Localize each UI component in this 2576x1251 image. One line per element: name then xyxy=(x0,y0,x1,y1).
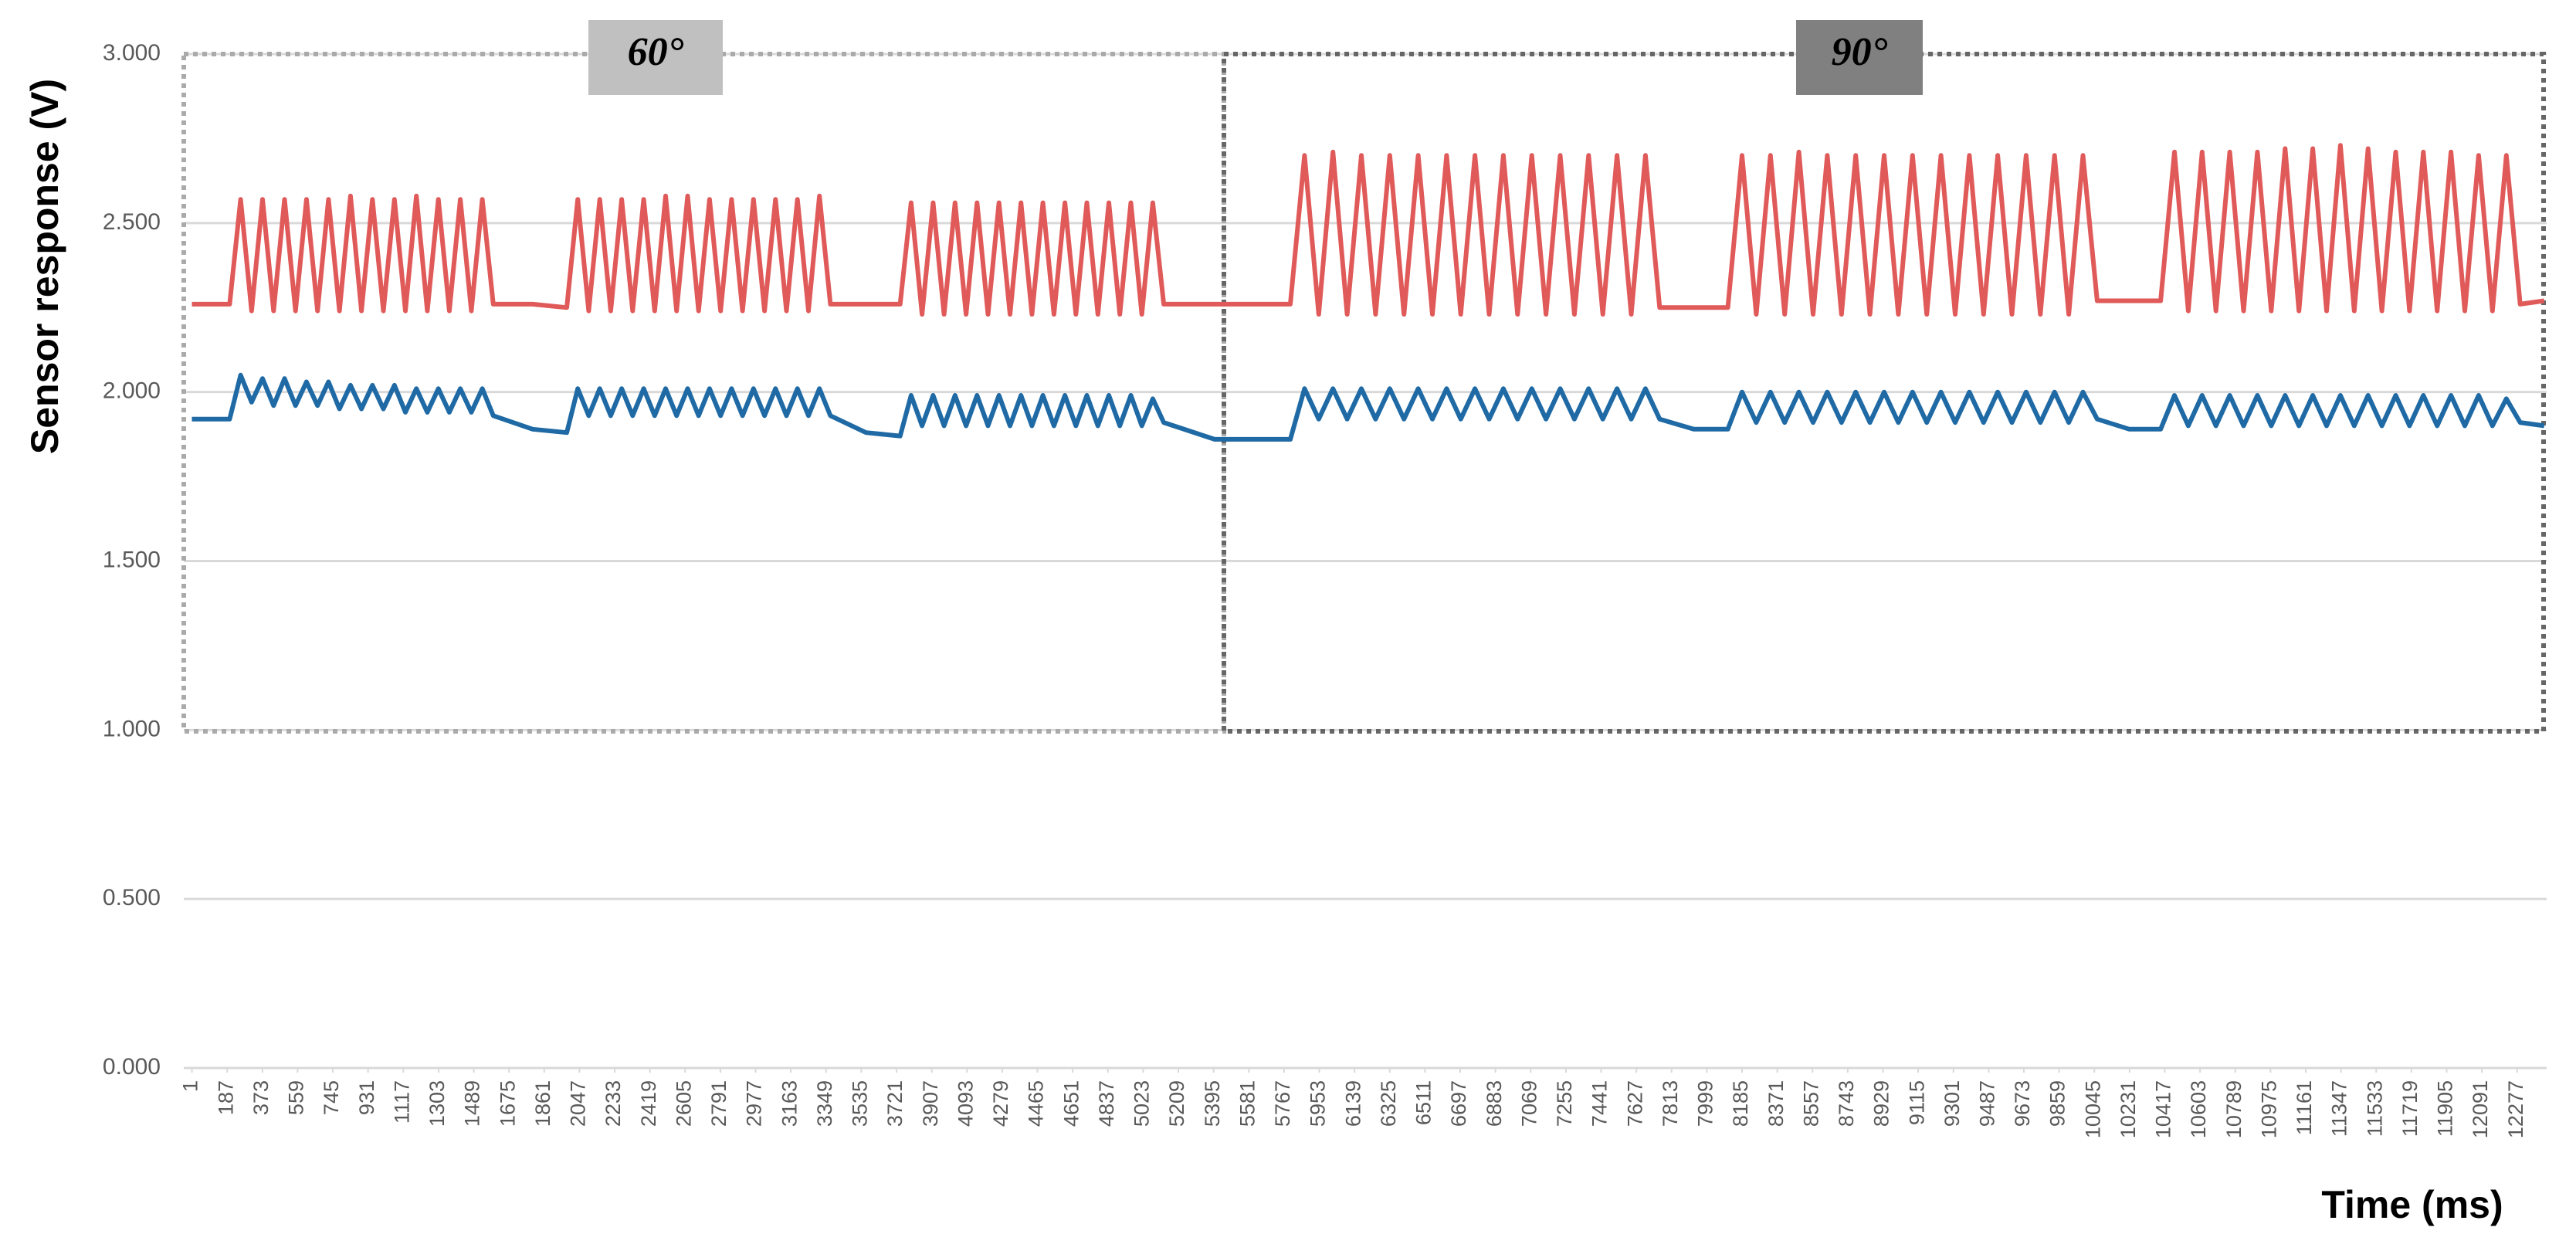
x-tick-label: 7999 xyxy=(1694,1080,1717,1127)
x-tick-label: 10603 xyxy=(2187,1080,2210,1138)
x-tick-label: 2791 xyxy=(707,1080,730,1127)
x-tick-label: 9673 xyxy=(2011,1080,2034,1127)
y-axis-title: Sensor response (V) xyxy=(23,79,66,454)
x-tick-label: 4837 xyxy=(1095,1080,1118,1127)
x-tick-label: 10975 xyxy=(2257,1080,2280,1138)
x-tick-label: 1489 xyxy=(461,1080,484,1127)
x-tick-label: 11719 xyxy=(2398,1080,2422,1137)
x-tick-label: 745 xyxy=(320,1080,343,1115)
x-tick-label: 559 xyxy=(285,1080,308,1115)
x-tick-label: 2047 xyxy=(567,1080,590,1127)
x-tick-label: 5953 xyxy=(1307,1080,1330,1127)
x-tick-label: 10417 xyxy=(2152,1080,2175,1138)
y-tick-label: 0.500 xyxy=(103,885,161,910)
x-tick-label: 3349 xyxy=(813,1080,836,1127)
x-tick-label: 10045 xyxy=(2081,1080,2104,1138)
x-tick-label: 10231 xyxy=(2117,1080,2140,1138)
y-tick-label: 0.000 xyxy=(103,1054,161,1080)
x-tick-label: 3721 xyxy=(883,1080,907,1127)
x-tick-label: 3535 xyxy=(849,1080,872,1127)
x-tick-label: 1117 xyxy=(390,1080,413,1124)
x-tick-label: 12091 xyxy=(2469,1080,2492,1138)
x-tick-label: 9301 xyxy=(1940,1080,1964,1127)
x-tick-label: 3163 xyxy=(778,1080,801,1127)
x-tick-label: 2419 xyxy=(637,1080,660,1127)
x-tick-label: 2605 xyxy=(672,1080,695,1127)
x-tick-label: 11161 xyxy=(2293,1080,2316,1135)
annotation-box xyxy=(1796,20,1923,95)
x-tick-label: 3907 xyxy=(919,1080,942,1127)
annotation: 90° xyxy=(1832,30,1888,74)
x-tick-label: 8929 xyxy=(1870,1080,1893,1127)
x-tick-label: 7813 xyxy=(1659,1080,1682,1127)
annotation-box xyxy=(588,20,723,95)
y-tick-label: 1.000 xyxy=(103,716,161,741)
x-tick-label: 11533 xyxy=(2363,1080,2386,1137)
x-tick-label: 11347 xyxy=(2328,1080,2351,1137)
y-tick-label: 1.500 xyxy=(103,547,161,572)
annotation: 60° xyxy=(628,30,684,74)
x-tick-label: 4093 xyxy=(954,1080,977,1127)
x-tick-label: 11905 xyxy=(2434,1080,2457,1137)
x-tick-label: 7441 xyxy=(1588,1080,1612,1127)
x-tick-label: 8371 xyxy=(1764,1080,1788,1127)
series-line xyxy=(192,143,2545,317)
x-tick-label: 7255 xyxy=(1553,1080,1576,1127)
y-tick-label: 3.000 xyxy=(103,40,161,66)
x-tick-label: 1675 xyxy=(496,1080,519,1127)
x-tick-label: 9487 xyxy=(1975,1080,1998,1127)
x-tick-label: 5209 xyxy=(1165,1080,1188,1127)
series-line xyxy=(192,372,2545,442)
x-tick-label: 2977 xyxy=(743,1080,766,1127)
y-tick-label: 2.000 xyxy=(103,378,161,404)
x-axis-title: Time (ms) xyxy=(2321,1183,2503,1226)
x-tick-label: 1 xyxy=(179,1080,202,1092)
x-tick-label: 6139 xyxy=(1341,1080,1364,1127)
x-tick-label: 1303 xyxy=(425,1080,449,1127)
x-tick-label: 7069 xyxy=(1517,1080,1541,1127)
x-tick-label: 12277 xyxy=(2504,1080,2527,1138)
x-tick-label: 5023 xyxy=(1130,1080,1154,1127)
x-tick-label: 4651 xyxy=(1059,1080,1083,1127)
x-tick-label: 6325 xyxy=(1377,1080,1400,1127)
y-tick-label: 2.500 xyxy=(103,209,161,235)
x-tick-label: 10789 xyxy=(2222,1080,2246,1138)
x-tick-label: 5395 xyxy=(1201,1080,1224,1127)
x-tick-label: 187 xyxy=(214,1080,237,1115)
x-tick-label: 6883 xyxy=(1483,1080,1506,1127)
x-tick-label: 9859 xyxy=(2046,1080,2069,1127)
x-tick-label: 6697 xyxy=(1447,1080,1470,1127)
x-tick-label: 373 xyxy=(249,1080,273,1115)
x-tick-label: 1861 xyxy=(531,1080,554,1127)
x-tick-label: 8185 xyxy=(1729,1080,1752,1127)
x-tick-label: 4465 xyxy=(1025,1080,1048,1127)
x-tick-label: 6511 xyxy=(1412,1080,1435,1125)
x-tick-label: 2233 xyxy=(602,1080,625,1127)
x-tick-label: 8557 xyxy=(1799,1080,1822,1127)
x-tick-label: 5581 xyxy=(1235,1080,1259,1127)
x-tick-label: 7627 xyxy=(1623,1080,1646,1127)
x-tick-label: 931 xyxy=(355,1080,378,1115)
x-tick-label: 4279 xyxy=(989,1080,1012,1127)
x-tick-label: 5767 xyxy=(1271,1080,1294,1127)
x-tick-label: 9115 xyxy=(1905,1080,1928,1125)
x-tick-label: 8743 xyxy=(1835,1080,1858,1127)
